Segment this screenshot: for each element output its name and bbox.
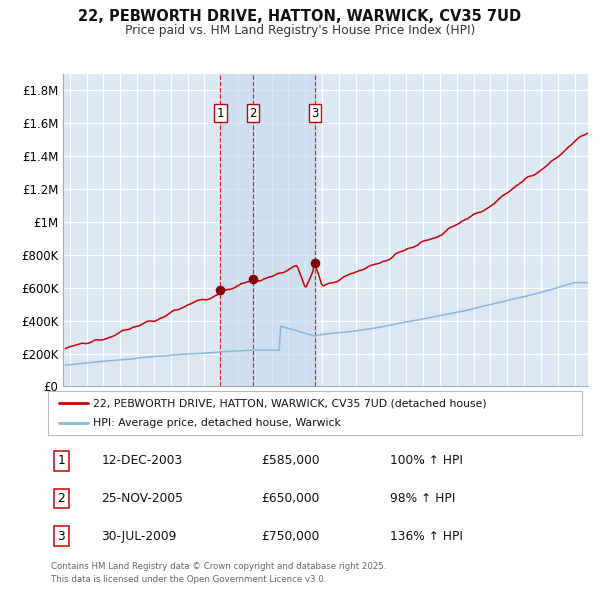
Text: 12-DEC-2003: 12-DEC-2003 [101,454,182,467]
Text: Price paid vs. HM Land Registry's House Price Index (HPI): Price paid vs. HM Land Registry's House … [125,24,475,37]
Point [215,286,225,295]
Text: 3: 3 [58,530,65,543]
Point [310,258,320,268]
Bar [220,74,315,386]
Text: HPI: Average price, detached house, Warwick: HPI: Average price, detached house, Warw… [94,418,341,428]
Text: £585,000: £585,000 [262,454,320,467]
Text: 25-NOV-2005: 25-NOV-2005 [101,492,184,505]
Text: 136% ↑ HPI: 136% ↑ HPI [390,530,463,543]
Text: 2: 2 [250,107,257,120]
Point [248,275,258,284]
Text: 2: 2 [58,492,65,505]
Text: 3: 3 [311,107,319,120]
Text: 1: 1 [217,107,224,120]
Text: This data is licensed under the Open Government Licence v3.0.: This data is licensed under the Open Gov… [51,575,326,584]
Text: 100% ↑ HPI: 100% ↑ HPI [390,454,463,467]
Text: £750,000: £750,000 [262,530,320,543]
Text: 22, PEBWORTH DRIVE, HATTON, WARWICK, CV35 7UD (detached house): 22, PEBWORTH DRIVE, HATTON, WARWICK, CV3… [94,398,487,408]
Text: Contains HM Land Registry data © Crown copyright and database right 2025.: Contains HM Land Registry data © Crown c… [51,562,386,571]
Text: 30-JUL-2009: 30-JUL-2009 [101,530,177,543]
Text: 98% ↑ HPI: 98% ↑ HPI [390,492,455,505]
Text: 1: 1 [58,454,65,467]
Text: 22, PEBWORTH DRIVE, HATTON, WARWICK, CV35 7UD: 22, PEBWORTH DRIVE, HATTON, WARWICK, CV3… [79,9,521,24]
Text: £650,000: £650,000 [262,492,320,505]
